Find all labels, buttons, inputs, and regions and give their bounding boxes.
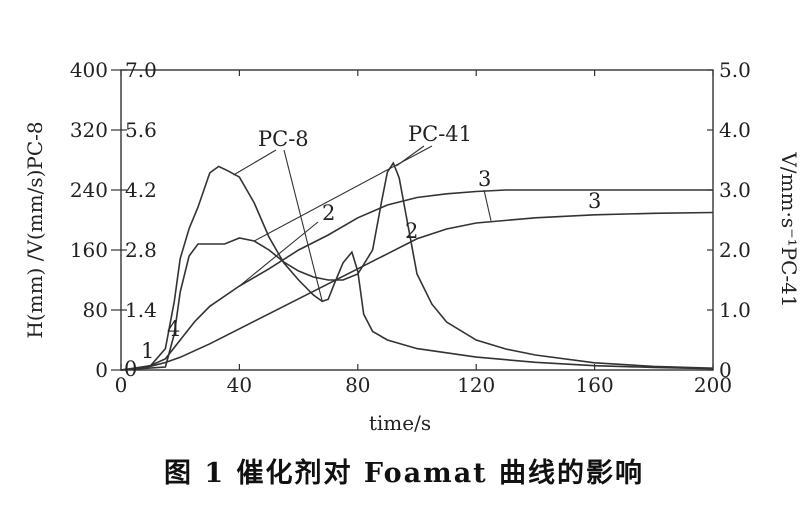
- x-tick-label: 120: [457, 373, 495, 397]
- left-h-tick-label: 160: [70, 238, 108, 262]
- ticks-layer: 0 40 80 120 160 2000801602403204001.42.84.25.…: [70, 58, 751, 397]
- right-tick-label: 4.0: [719, 118, 751, 142]
- series-line-3: [120, 211, 714, 371]
- right-tick-label: 2.0: [719, 238, 751, 262]
- right-tick-label: 3.0: [719, 178, 751, 202]
- plot-frame: [120, 69, 714, 371]
- series-line-2: [120, 189, 713, 371]
- annotation-pc8: PC-8: [258, 127, 309, 151]
- left-axis-label: H(mm) /V(mm/s)PC-8: [23, 121, 47, 338]
- leader-3-a: [483, 189, 492, 221]
- left-h-tick-label: 320: [70, 118, 108, 142]
- left-h-tick-label: 240: [70, 178, 108, 202]
- right-tick-label: 5.0: [719, 58, 751, 82]
- series-line-PC-8: [120, 165, 714, 371]
- annotation-curve3-a: 3: [478, 167, 491, 191]
- leader-2-a: [239, 221, 319, 287]
- left-v-tick-label: 5.6: [125, 118, 157, 142]
- x-tick-label: 40: [227, 373, 252, 397]
- annotation-curve2-a: 2: [322, 201, 335, 225]
- annotation-curve2-b: 2: [405, 219, 418, 243]
- annotation-4: 4: [167, 317, 180, 341]
- annotation-pc41: PC-41: [408, 122, 472, 146]
- leaders-layer: [233, 145, 492, 302]
- left-h-tick-label: 80: [83, 298, 108, 322]
- left-h-tick-label: 400: [70, 58, 108, 82]
- x-axis-label: time/s: [369, 411, 431, 435]
- leader-pc8-b: [283, 149, 323, 302]
- left-v-tick-label: 1.4: [125, 298, 157, 322]
- x-tick-label: 200: [694, 373, 732, 397]
- left-v-tick-label: 7.0: [125, 58, 157, 82]
- left-h-tick-label: 0: [95, 358, 108, 382]
- right-tick-label: 1.0: [719, 298, 751, 322]
- left-v-tick-label: 2.8: [125, 238, 157, 262]
- x-tick-label: 160: [576, 373, 614, 397]
- x-tick-label: 80: [345, 373, 370, 397]
- right-tick-label: 0: [719, 358, 732, 382]
- x-tick-label: 0: [115, 373, 128, 397]
- annotation-1: 1: [141, 339, 154, 363]
- annotation-curve3-b: 3: [588, 189, 601, 213]
- right-axis-label: V/mm·s⁻¹PC-41: [777, 151, 801, 307]
- left-v-tick-label: 4.2: [125, 178, 157, 202]
- series-line-PC-41: [120, 161, 714, 371]
- leader-pc8-a: [233, 149, 277, 176]
- annotation-0: 0: [124, 357, 137, 381]
- leader-pc41-b: [253, 145, 433, 242]
- figure-caption: 图 1 催化剂对 Foamat 曲线的影响: [164, 457, 644, 489]
- curves-layer: [120, 161, 714, 371]
